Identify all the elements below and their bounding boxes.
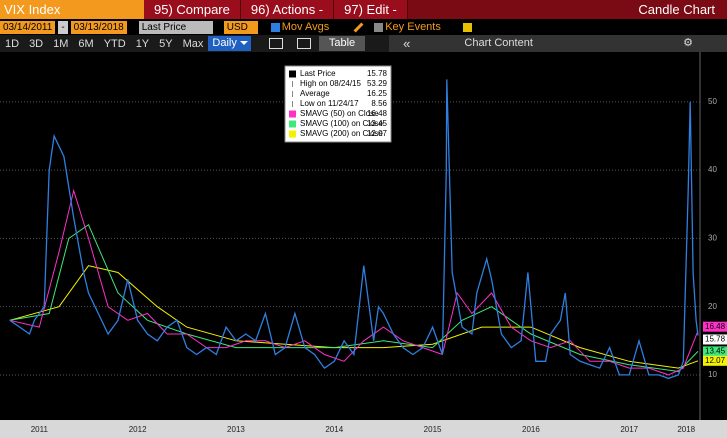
x-tick-label: 2013 [227,425,245,434]
last-value-label: 15.78 [705,335,726,344]
period-button[interactable]: 3D [29,37,44,50]
period-button[interactable]: 1Y [135,37,150,50]
last-value-label: 16.48 [705,322,726,331]
key-events-checkbox[interactable] [374,22,384,32]
mov-avgs-checkbox[interactable] [270,22,280,32]
period-button[interactable]: 1D [5,37,20,50]
x-tick-label: 2012 [129,425,147,434]
view-name: Candle Chart [638,2,715,17]
actions-button[interactable]: 96) Actions - [240,0,335,19]
legend-swatch [289,120,296,128]
period-button[interactable]: YTD [103,37,126,50]
last-value-tag [703,334,727,345]
last-value-label: 12.07 [705,356,726,365]
last-value-tag [703,321,727,332]
info-icon[interactable] [462,22,472,32]
frequency-select[interactable]: Daily [208,36,251,51]
x-tick-label: 2017 [620,425,638,434]
legend-value: 15.78 [367,69,388,78]
last-value-label: 13.45 [705,346,726,355]
series-line [9,223,699,373]
period-button[interactable]: 6M [78,37,94,50]
compare-button[interactable]: 95) Compare [144,0,241,19]
period-button[interactable]: 5Y [159,37,173,50]
legend-label: High on 08/24/15 [300,79,361,88]
legend-value: 8.56 [371,99,387,108]
period-button[interactable]: Max [182,37,204,50]
series-line [9,188,699,376]
y-tick-label: 40 [708,165,717,174]
legend-swatch [289,110,296,118]
periods: 1D 3D 1M 6M YTD 1Y 5Y Max [0,38,208,50]
legend-swatch [289,70,296,78]
line-icon[interactable] [268,38,283,49]
currency-select[interactable]: USD [223,20,258,34]
x-tick-label: 2016 [522,425,540,434]
mov-avgs-label: Mov Avgs [281,21,330,33]
last-value-tag [703,346,727,357]
legend-value: 16.25 [367,89,388,98]
legend-label: Last Price [300,69,336,78]
x-tick-label: 2014 [325,425,343,434]
legend-label: SMAVG (50) on Close [300,109,379,118]
chart-content-bar: « Chart Content ⚙ [389,35,727,52]
key-events-label: Key Events [385,21,441,33]
settings-bar: 03/14/2011 - 03/13/2018 Last Price USD M… [0,19,727,35]
legend-label: SMAVG (100) on Close [300,119,384,128]
x-tick-label: 2011 [31,425,49,434]
legend-label: SMAVG (200) on Close [300,129,384,138]
legend-value: 12.07 [367,129,388,138]
edit-button[interactable]: 97) Edit - [334,0,408,19]
legend-label: Low on 11/24/17 [300,99,359,108]
legend-value: 53.29 [367,79,388,88]
y-tick-label: 30 [708,233,717,242]
legend-label: Average [300,89,330,98]
date-separator: - [58,20,68,34]
legend-value: 16.48 [367,109,388,118]
legend-swatch [289,130,296,138]
y-tick-label: 50 [708,97,717,106]
x-axis-strip [0,420,727,438]
start-date[interactable]: 03/14/2011 [0,20,56,34]
pencil-icon[interactable] [353,22,364,32]
end-date[interactable]: 03/13/2018 [70,20,127,34]
x-tick-label: 2018 [677,425,695,434]
table-button[interactable]: Table [318,36,366,51]
security[interactable]: VIX Index [0,0,144,19]
settings-icon[interactable]: ⚙ [683,37,693,49]
legend-box [284,65,392,143]
chart: 10 20 30 40 50 2011 2012 2013 2014 2015 2016 2017 20… [0,52,727,438]
collapse-button[interactable]: « [403,36,411,51]
y-tick-label: 10 [708,370,717,379]
y-tick-label: 20 [708,302,717,311]
chart-content-button[interactable]: Chart Content [464,37,533,49]
legend: Last Price 15.78 High on 08/24/15 53.29 Aver… [284,65,392,143]
candle-icon[interactable] [296,38,311,49]
field-select[interactable]: Last Price [138,20,213,34]
period-button[interactable]: 1M [53,37,69,50]
title-bar: VIX Index 95) Compare 96) Actions - 97) … [0,0,727,19]
x-tick-label: 2015 [424,425,442,434]
series-line [9,79,699,380]
last-value-tag [703,355,727,366]
legend-value: 13.45 [367,119,388,128]
period-bar: 1D 3D 1M 6M YTD 1Y 5Y Max Daily Table « Chart C… [0,35,727,52]
